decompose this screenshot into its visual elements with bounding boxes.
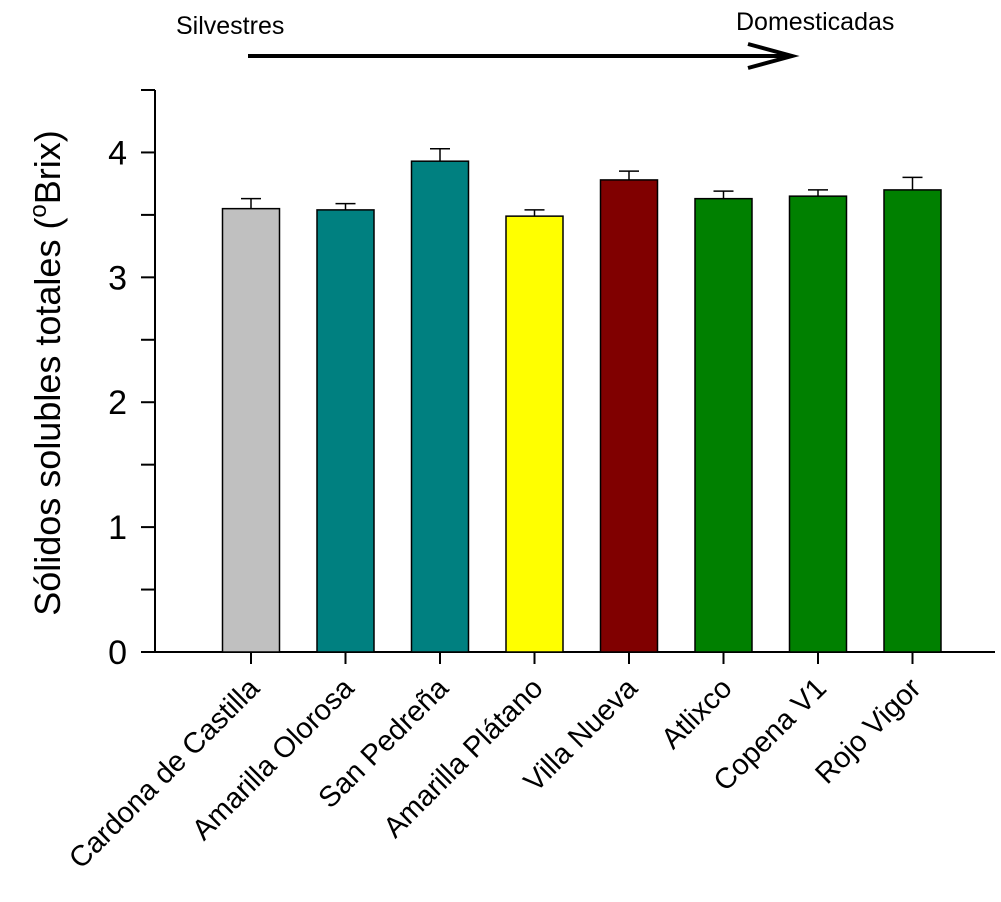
y-axis-label: Sólidos solubles totales (oBrix) bbox=[25, 130, 68, 616]
x-tick-label: Atlixco bbox=[655, 672, 738, 755]
bar bbox=[316, 209, 375, 653]
x-tick-label: Amarilla Plátano bbox=[378, 672, 550, 844]
bar bbox=[883, 189, 942, 653]
annotation-silvestres: Silvestres bbox=[176, 12, 284, 40]
bar bbox=[505, 215, 564, 653]
y-axis-label-text: Sólidos solubles totales ( bbox=[27, 218, 68, 616]
y-axis-label-degree: o bbox=[25, 204, 52, 217]
bar bbox=[788, 195, 848, 653]
x-tick-label: Amarilla Olorosa bbox=[186, 672, 361, 847]
trend-arrow-head bbox=[747, 42, 800, 70]
y-tick-label: 2 bbox=[108, 384, 127, 422]
bar bbox=[221, 207, 281, 653]
y-axis-label-unit: Brix) bbox=[27, 130, 68, 204]
bar bbox=[694, 197, 753, 653]
annotation-domesticadas: Domesticadas bbox=[736, 8, 894, 36]
y-tick-label: 4 bbox=[108, 134, 127, 172]
y-tick-label: 1 bbox=[108, 509, 127, 547]
y-tick-label: 3 bbox=[108, 259, 127, 297]
bar bbox=[599, 179, 659, 653]
bar bbox=[410, 160, 470, 653]
svg-text:Sólidos solubles totales (oBri: Sólidos solubles totales (oBrix) bbox=[25, 130, 68, 616]
y-tick-label: 0 bbox=[108, 634, 127, 672]
